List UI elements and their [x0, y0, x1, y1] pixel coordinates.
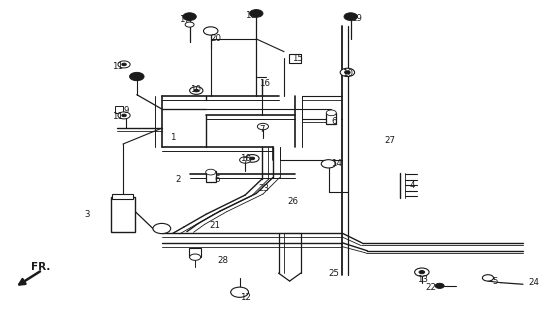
- Text: 5: 5: [492, 276, 498, 285]
- Text: 18: 18: [245, 11, 256, 20]
- Text: 3: 3: [84, 210, 90, 219]
- Text: 11: 11: [112, 61, 123, 70]
- Circle shape: [122, 63, 126, 66]
- Circle shape: [414, 268, 429, 276]
- Bar: [189, 248, 201, 257]
- Bar: [111, 197, 135, 232]
- Circle shape: [345, 71, 350, 74]
- Text: 6: 6: [331, 117, 337, 126]
- Text: 16: 16: [259, 79, 270, 88]
- Text: 7: 7: [242, 157, 248, 166]
- Circle shape: [246, 155, 259, 162]
- Text: 1: 1: [170, 133, 175, 142]
- Text: 25: 25: [329, 268, 340, 278]
- Circle shape: [185, 22, 194, 27]
- Text: 15: 15: [292, 53, 304, 62]
- Circle shape: [118, 61, 130, 68]
- Text: 28: 28: [217, 256, 228, 265]
- Circle shape: [183, 13, 196, 20]
- Text: 21: 21: [209, 221, 220, 230]
- Circle shape: [482, 275, 494, 281]
- Circle shape: [257, 123, 268, 130]
- Text: 26: 26: [287, 197, 298, 206]
- Text: 23: 23: [258, 184, 269, 193]
- Circle shape: [344, 13, 358, 20]
- Bar: [115, 106, 123, 113]
- Text: 10: 10: [240, 154, 251, 163]
- Text: 4: 4: [409, 181, 414, 190]
- Text: 10: 10: [343, 69, 354, 78]
- Circle shape: [189, 254, 201, 260]
- Text: 14: 14: [331, 159, 343, 168]
- Circle shape: [153, 223, 170, 234]
- Circle shape: [435, 283, 444, 288]
- Bar: [289, 53, 301, 62]
- Circle shape: [326, 110, 336, 116]
- Bar: [113, 194, 134, 199]
- Text: 2: 2: [176, 175, 181, 184]
- Text: FR.: FR.: [31, 262, 50, 272]
- Circle shape: [250, 157, 255, 160]
- Circle shape: [203, 27, 218, 35]
- Circle shape: [122, 114, 126, 117]
- Circle shape: [231, 287, 248, 297]
- Circle shape: [118, 112, 130, 119]
- Text: 22: 22: [426, 283, 437, 292]
- Text: 12: 12: [240, 292, 251, 301]
- Circle shape: [340, 68, 355, 76]
- Circle shape: [321, 160, 336, 168]
- Text: 10: 10: [189, 85, 201, 94]
- Text: 13: 13: [417, 275, 428, 284]
- Circle shape: [240, 157, 251, 163]
- Text: 20: 20: [211, 35, 222, 44]
- Text: 11: 11: [112, 113, 123, 122]
- Text: 19: 19: [351, 14, 361, 23]
- Circle shape: [194, 89, 198, 92]
- Text: 27: 27: [384, 136, 395, 145]
- Text: 24: 24: [529, 278, 540, 287]
- Circle shape: [189, 87, 203, 94]
- Text: 8: 8: [137, 73, 143, 82]
- Text: 9: 9: [123, 106, 129, 115]
- Circle shape: [250, 10, 263, 17]
- Circle shape: [419, 270, 424, 274]
- Circle shape: [130, 72, 144, 81]
- Text: 17: 17: [179, 15, 189, 24]
- Text: 7: 7: [259, 125, 265, 134]
- Bar: [326, 113, 336, 124]
- Text: 6: 6: [214, 175, 220, 184]
- Circle shape: [206, 169, 216, 175]
- Bar: [206, 172, 216, 182]
